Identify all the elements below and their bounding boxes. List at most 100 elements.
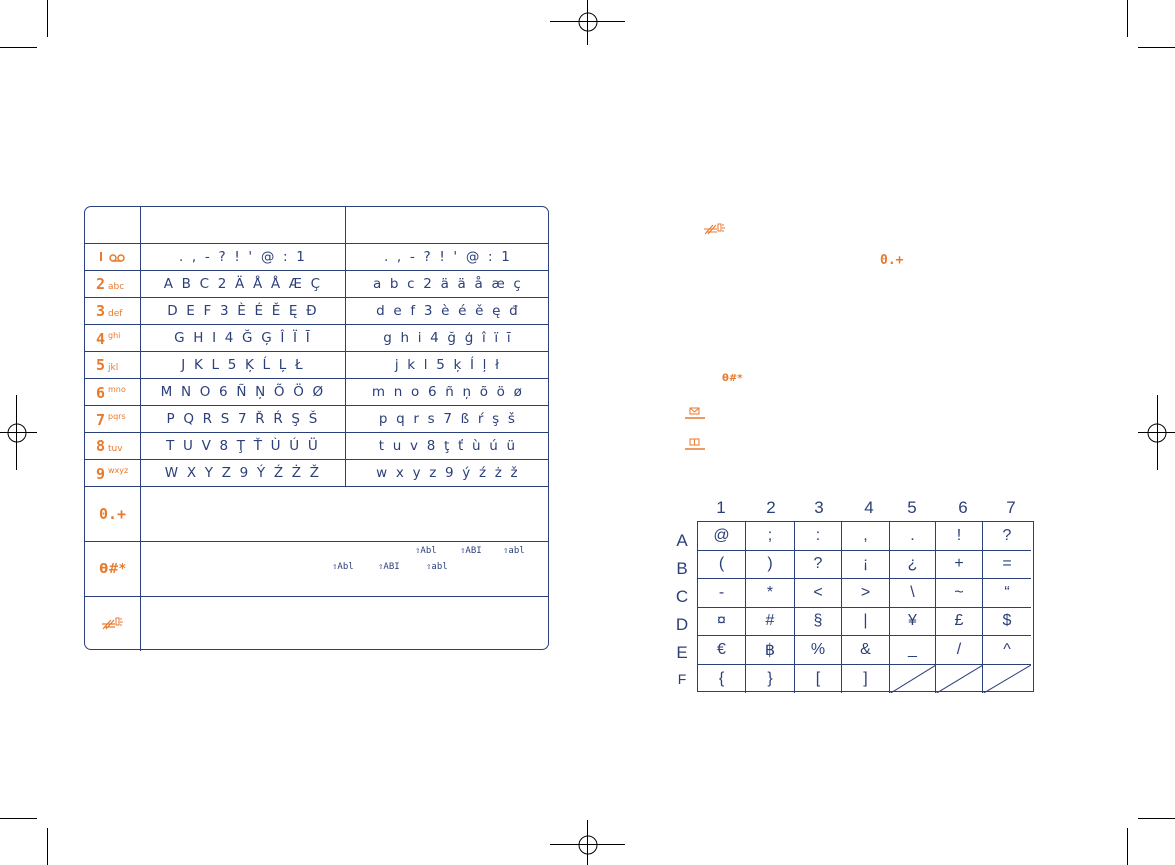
symbol-cell: ^ bbox=[983, 636, 1031, 665]
lowercase-chars-key-5: j k l 5 ķ Í ļ ł bbox=[394, 357, 502, 373]
svg-text:3: 3 bbox=[96, 302, 105, 320]
column-header: 5 bbox=[907, 498, 917, 517]
crop-mark bbox=[16, 395, 17, 470]
uppercase-chars-key-1: . , - ? ! ' @ : 1 bbox=[178, 249, 308, 265]
key-2-icon: 2 abc bbox=[85, 271, 140, 297]
uppercase-chars-key-9: W X Y Z 9 Ý Ź Ż Ž bbox=[164, 465, 322, 481]
symbol-cell: @ bbox=[698, 522, 746, 551]
symbol-cell: : bbox=[795, 522, 842, 551]
symbol-cell: % bbox=[795, 636, 842, 665]
svg-text:6: 6 bbox=[96, 384, 105, 402]
column-header: 2 bbox=[766, 498, 776, 517]
registration-mark-icon bbox=[7, 423, 27, 443]
lowercase-chars-key-6: m n o 6 ñ ņ õ ö ø bbox=[371, 384, 525, 400]
svg-text:9: 9 bbox=[96, 465, 105, 483]
symbol-cell: “ bbox=[983, 579, 1031, 608]
key-2-letters: abc bbox=[108, 282, 124, 292]
symbol-cell: ? bbox=[795, 550, 842, 579]
column-header: 3 bbox=[814, 498, 824, 517]
message-icon bbox=[685, 407, 705, 419]
symbol-cell bbox=[983, 664, 1031, 693]
symbol-cell: ฿ bbox=[746, 636, 795, 665]
key-3-letters: def bbox=[108, 309, 123, 319]
crop-mark bbox=[0, 47, 37, 48]
mode-icon: ⇧Abl bbox=[332, 562, 354, 572]
symbol-cell: ¡ bbox=[842, 550, 890, 579]
symbol-cell: \ bbox=[890, 579, 936, 608]
key-8-letters: tuv bbox=[108, 444, 123, 454]
svg-text:7: 7 bbox=[96, 411, 105, 429]
zero-key-icon: 0.+ bbox=[880, 253, 904, 268]
symbol-cell: = bbox=[983, 551, 1031, 579]
symbol-cell: ? bbox=[983, 522, 1031, 551]
phonebook-icon bbox=[685, 438, 705, 450]
symbol-cell: } bbox=[746, 664, 795, 693]
crop-mark bbox=[0, 818, 37, 819]
symbol-cell: ¿ bbox=[890, 550, 936, 579]
key-7-icon: 7 pqrs bbox=[85, 406, 140, 432]
mode-icon: ⇧Abl bbox=[415, 546, 437, 556]
key-3-icon: 3 def bbox=[85, 298, 140, 324]
symbol-cell: _ bbox=[890, 636, 936, 665]
key-7-letters: pqrs bbox=[108, 412, 126, 421]
symbol-cell: + bbox=[936, 550, 983, 579]
lowercase-chars-key-9: w x y z 9 ý ź ż ž bbox=[376, 465, 520, 481]
row-header: F bbox=[677, 671, 687, 687]
uppercase-chars-key-7: P Q R S 7 Ř Ŕ Ş Š bbox=[166, 411, 320, 427]
symbol-cell bbox=[890, 664, 936, 693]
symbol-cell: / bbox=[936, 636, 983, 665]
crop-mark bbox=[47, 828, 48, 865]
crop-mark bbox=[47, 0, 48, 37]
symbol-cell: { bbox=[698, 664, 746, 693]
symbol-table: @;:,.!?()? ¡ ¿ + = - * < > \ ~ “¤ # § | ¥ £ $ € ฿% & _ / ^{}[] bbox=[697, 521, 1034, 693]
mode-icon: ⇧ABI bbox=[378, 562, 400, 572]
row-header: D bbox=[675, 615, 689, 634]
crop-mark bbox=[0, 432, 37, 433]
symbol-cell: > bbox=[842, 579, 890, 608]
row-header: A bbox=[676, 531, 688, 550]
key-hash-icon: θ#* bbox=[85, 542, 140, 596]
key-9-letters: wxyz bbox=[108, 466, 128, 475]
symbol-cell: - bbox=[698, 579, 746, 608]
row-header: E bbox=[676, 643, 688, 662]
vibrate-key-icon bbox=[704, 223, 725, 235]
symbol-cell: . bbox=[890, 522, 936, 551]
empty-cell-slash bbox=[890, 664, 936, 693]
symbol-cell: [ bbox=[795, 664, 842, 693]
crop-mark bbox=[587, 0, 588, 45]
column-header: 1 bbox=[716, 498, 726, 517]
symbol-cell: ! bbox=[936, 522, 983, 551]
mode-icon: ⇧ABI bbox=[460, 546, 482, 556]
crop-mark bbox=[1157, 395, 1158, 470]
key-5-icon: 5 jkl bbox=[85, 352, 140, 378]
key-4-icon: 4 ghi bbox=[85, 325, 140, 351]
symbol-cell: # bbox=[746, 607, 795, 636]
empty-cell-slash bbox=[936, 664, 983, 693]
symbol-cell: € bbox=[698, 636, 746, 665]
column-header: 4 bbox=[864, 498, 874, 517]
registration-mark-icon bbox=[578, 12, 598, 32]
empty-cell-slash bbox=[983, 664, 1031, 693]
key-4-letters: ghi bbox=[108, 331, 120, 340]
crop-mark bbox=[1138, 818, 1175, 819]
column-header: 6 bbox=[958, 498, 968, 517]
mode-icon: ⇧abl bbox=[426, 562, 448, 572]
lowercase-chars-key-1: . , - ? ! ' @ : 1 bbox=[383, 249, 513, 265]
key-9-icon: 9 wxyz bbox=[85, 460, 140, 486]
svg-text:2: 2 bbox=[96, 275, 105, 293]
uppercase-chars-key-4: G H I 4 Ğ Ģ Î Ï Ī bbox=[174, 330, 312, 346]
key-star-icon bbox=[85, 597, 140, 651]
lowercase-chars-key-7: p q r s 7 ß ŕ ş š bbox=[378, 411, 518, 427]
lowercase-chars-key-3: d e f 3 è é ě ę đ bbox=[376, 303, 520, 319]
svg-text:4: 4 bbox=[96, 330, 105, 348]
uppercase-chars-key-8: T U V 8 Ţ Ť Ù Ú Ü bbox=[166, 438, 320, 454]
key-0-label: 0.+ bbox=[98, 505, 127, 523]
svg-text:8: 8 bbox=[96, 437, 105, 455]
crop-mark bbox=[1127, 828, 1128, 865]
symbol-cell bbox=[936, 664, 983, 693]
svg-text:5: 5 bbox=[96, 356, 105, 374]
symbol-cell: & bbox=[842, 636, 890, 665]
row-header: C bbox=[675, 587, 689, 606]
registration-mark-icon bbox=[578, 835, 598, 855]
uppercase-chars-key-5: J K L 5 Ķ Ĺ Ļ Ł bbox=[181, 357, 305, 373]
